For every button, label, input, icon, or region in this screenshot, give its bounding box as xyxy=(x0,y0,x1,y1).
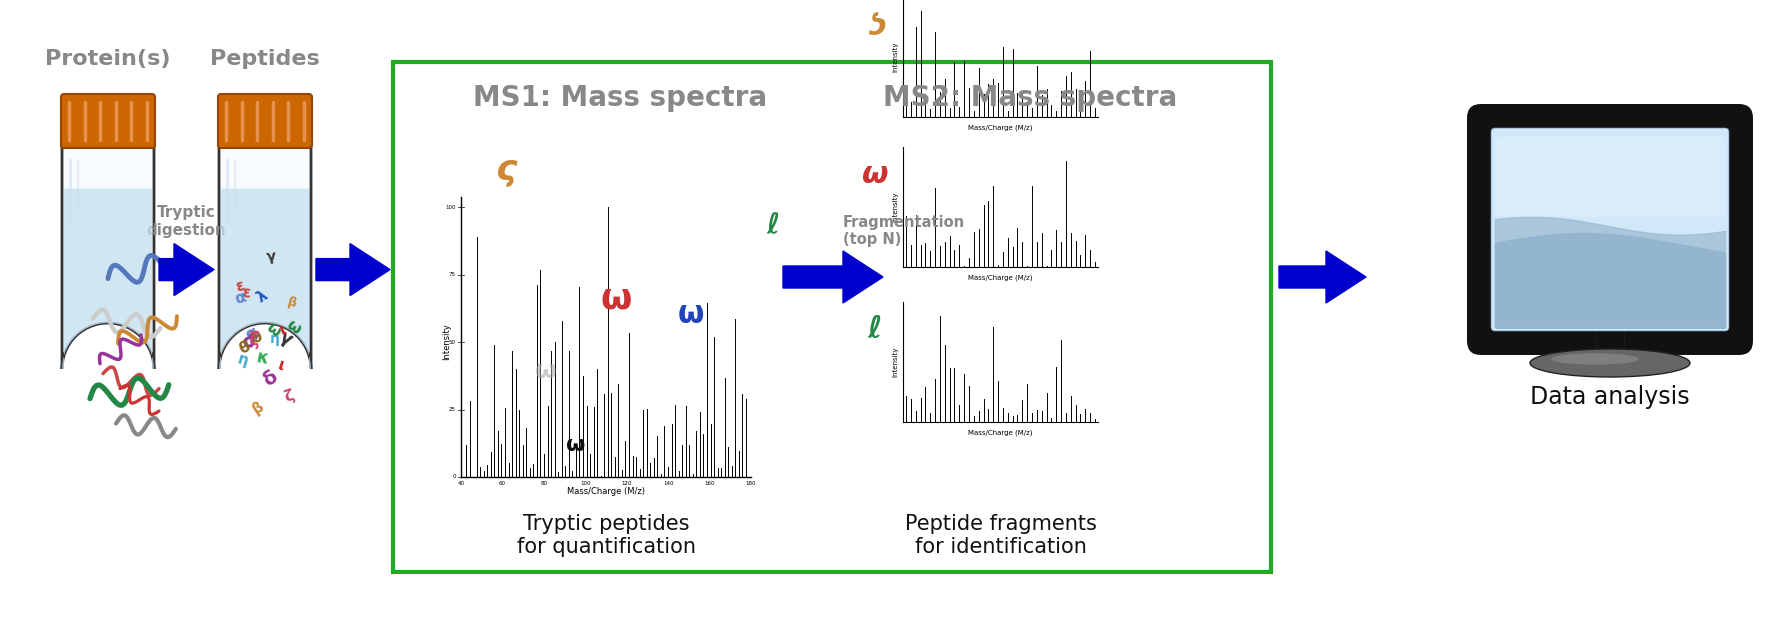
FancyBboxPatch shape xyxy=(1491,128,1729,331)
Text: η: η xyxy=(270,332,279,346)
Text: ς: ς xyxy=(866,10,884,39)
Polygon shape xyxy=(219,140,311,369)
Text: 40: 40 xyxy=(457,481,464,486)
Text: 80: 80 xyxy=(541,481,548,486)
Text: Tryptic
digestion: Tryptic digestion xyxy=(146,205,226,238)
Text: 0: 0 xyxy=(452,475,455,480)
Ellipse shape xyxy=(1530,349,1690,377)
Text: β: β xyxy=(249,398,267,417)
Text: Peptide fragments
for identification: Peptide fragments for identification xyxy=(904,514,1096,557)
FancyBboxPatch shape xyxy=(219,94,311,148)
Text: MS2: Mass spectra: MS2: Mass spectra xyxy=(882,84,1178,112)
Text: θ: θ xyxy=(249,329,265,347)
Polygon shape xyxy=(62,140,155,369)
Text: λ: λ xyxy=(254,287,270,305)
Text: ℓ: ℓ xyxy=(767,211,779,239)
Text: δ: δ xyxy=(237,330,258,354)
Text: β: β xyxy=(286,295,299,310)
Bar xyxy=(1596,327,1624,369)
Text: ω: ω xyxy=(535,359,557,382)
Text: Tryptic peptides
for quantification: Tryptic peptides for quantification xyxy=(516,514,696,557)
Text: Mass/Charge (M/z): Mass/Charge (M/z) xyxy=(568,487,646,496)
FancyArrow shape xyxy=(158,243,213,296)
FancyBboxPatch shape xyxy=(1494,137,1726,217)
Text: Data analysis: Data analysis xyxy=(1530,385,1690,409)
Text: Fragmentation
(top N): Fragmentation (top N) xyxy=(843,215,966,247)
Text: ω: ω xyxy=(263,320,283,340)
Text: α: α xyxy=(242,323,260,344)
Text: 120: 120 xyxy=(621,481,632,486)
Text: Intensity: Intensity xyxy=(891,347,898,377)
Text: 180: 180 xyxy=(745,481,756,486)
Text: ζ: ζ xyxy=(283,387,297,404)
Bar xyxy=(393,62,1270,572)
FancyBboxPatch shape xyxy=(1468,104,1752,355)
Text: ω: ω xyxy=(566,436,585,455)
Text: ω: ω xyxy=(861,160,888,189)
Text: Intensity: Intensity xyxy=(891,42,898,72)
Text: 160: 160 xyxy=(704,481,715,486)
Text: ι: ι xyxy=(276,357,286,373)
Text: ε: ε xyxy=(240,285,251,301)
Text: Intensity: Intensity xyxy=(441,324,452,361)
FancyArrow shape xyxy=(783,251,882,303)
Ellipse shape xyxy=(1551,354,1638,364)
Text: ω: ω xyxy=(283,317,304,337)
Polygon shape xyxy=(62,189,155,369)
Text: MS1: Mass spectra: MS1: Mass spectra xyxy=(473,84,767,112)
Text: δ: δ xyxy=(260,367,281,390)
FancyArrow shape xyxy=(317,243,390,296)
Text: ℓ: ℓ xyxy=(868,315,882,344)
Text: η: η xyxy=(237,352,251,369)
Polygon shape xyxy=(219,189,311,369)
Text: α: α xyxy=(233,289,247,306)
FancyArrow shape xyxy=(1279,251,1366,303)
Text: θ: θ xyxy=(237,339,253,357)
Text: Intensity: Intensity xyxy=(891,192,898,222)
Text: Mass/Charge (M/z): Mass/Charge (M/z) xyxy=(968,429,1034,436)
Text: 60: 60 xyxy=(498,481,505,486)
Text: 100: 100 xyxy=(445,204,455,210)
Text: 140: 140 xyxy=(664,481,674,486)
Text: γ: γ xyxy=(276,327,295,349)
Text: κ: κ xyxy=(254,348,270,369)
Text: Peptides: Peptides xyxy=(210,49,320,69)
Text: 25: 25 xyxy=(448,407,455,412)
Text: ς: ς xyxy=(495,153,516,187)
Text: γ: γ xyxy=(265,250,276,264)
Text: ω: ω xyxy=(600,281,632,315)
FancyBboxPatch shape xyxy=(60,94,155,148)
Text: Mass/Charge (M/z): Mass/Charge (M/z) xyxy=(968,274,1034,280)
Text: Mass/Charge (M/z): Mass/Charge (M/z) xyxy=(968,124,1034,131)
Text: ζ: ζ xyxy=(247,331,260,349)
Text: 75: 75 xyxy=(448,272,455,277)
Text: ε: ε xyxy=(233,278,246,294)
Text: Protein(s): Protein(s) xyxy=(44,49,171,69)
Text: 50: 50 xyxy=(448,340,455,345)
Text: 100: 100 xyxy=(580,481,591,486)
Text: ω: ω xyxy=(678,299,704,329)
Text: ι: ι xyxy=(278,322,288,338)
